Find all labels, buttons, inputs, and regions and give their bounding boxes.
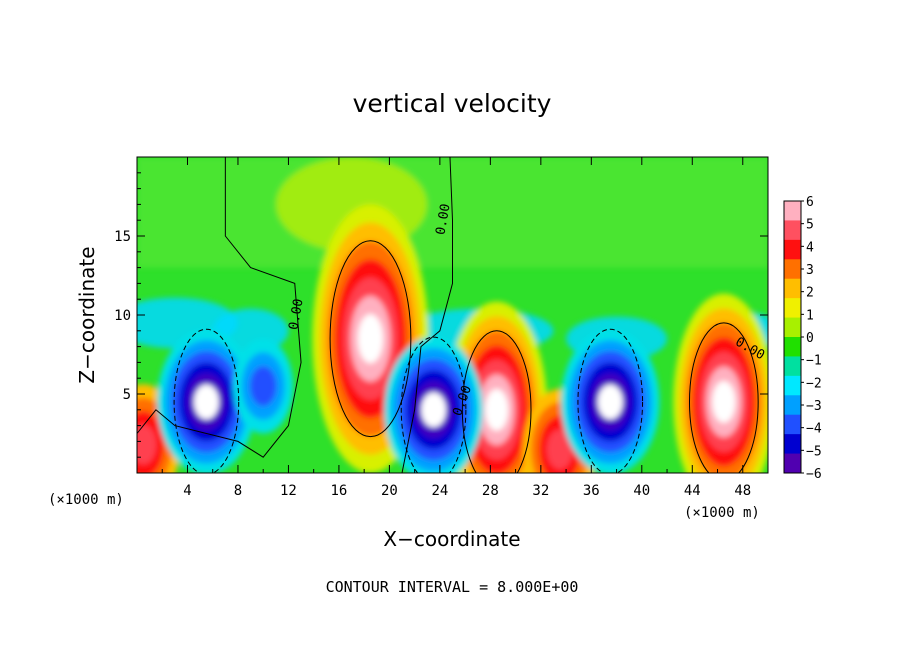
updraft-0-level-6: [357, 314, 384, 364]
colorbar-swatch-6: [784, 317, 801, 338]
colorbar-swatch-8: [784, 356, 801, 377]
x-axis-title: X−coordinate: [383, 527, 520, 551]
colorbar-label-5: 1: [806, 308, 814, 323]
plot-area: [137, 157, 768, 473]
colorbar-label-12: −6: [806, 467, 822, 482]
updraft-4-level-3: [137, 424, 157, 465]
colorbar-label-4: 2: [806, 286, 814, 301]
downdraft-0-level-5: [194, 384, 219, 420]
colorbar-swatch-12: [784, 434, 801, 455]
colorbar-swatch-3: [784, 259, 801, 280]
colorbar-label-10: −4: [806, 422, 822, 437]
contour-lines: [137, 157, 759, 473]
y-tick-label-0: 5: [123, 387, 131, 403]
updraft-1-level-6: [485, 388, 509, 431]
colorbar-swatch-13: [784, 453, 801, 474]
y-axis: 5 10 15: [114, 172, 768, 458]
x-tick-label-2: 12: [280, 483, 297, 499]
colorbar-label-0: 6: [806, 195, 814, 210]
colorbar-swatch-4: [784, 278, 801, 299]
x-axis: 4 8 12 16 20 24 28 32 36 40 44 48: [161, 157, 751, 499]
downdraft-2-level-5: [597, 384, 623, 420]
contour-7: [577, 328, 644, 473]
colorbar-swatch-11: [784, 414, 801, 435]
contour-1: [461, 330, 532, 473]
x-unit-right: (×1000 m): [684, 505, 760, 521]
colorbar-swatch-2: [784, 239, 801, 260]
colorbar-label-1: 5: [806, 218, 814, 233]
downdraft-1-level-5: [421, 392, 446, 428]
updraft-2-level-6: [712, 381, 736, 423]
colorbar: 6 5 4 3 2 1 0 −1 −2 −3 −4 −5 −6: [783, 195, 822, 482]
zero-contour-mid: [401, 157, 453, 473]
chart-title: vertical velocity: [353, 89, 552, 118]
y-tick-label-1: 10: [114, 308, 131, 324]
x-tick-label-8: 36: [583, 483, 600, 499]
contour-label-1: 0.00: [433, 203, 453, 236]
zero-contour-left: [137, 157, 302, 458]
x-tick-label-5: 24: [431, 483, 448, 499]
contour-label-0: 0.00: [286, 298, 306, 331]
colorbar-label-11: −5: [806, 444, 822, 459]
x-tick-label-6: 28: [482, 483, 499, 499]
x-tick-label-4: 20: [381, 483, 398, 499]
x-tick-label-7: 32: [532, 483, 549, 499]
y-axis-title: Z−coordinate: [75, 246, 99, 383]
colorbar-label-6: 0: [806, 331, 814, 346]
y-tick-label-2: 15: [114, 229, 131, 245]
colorbar-label-8: −2: [806, 376, 822, 391]
x-tick-label-9: 40: [633, 483, 650, 499]
colorbar-label-9: −3: [806, 399, 822, 414]
downdraft-3-level-2: [249, 366, 277, 407]
colorbar-swatch-0: [784, 201, 801, 221]
contour-2: [689, 322, 759, 473]
x-unit-left: (×1000 m): [48, 492, 124, 508]
contour-6: [400, 336, 467, 473]
contour-interval-note: CONTOUR INTERVAL = 8.000E+00: [326, 578, 579, 596]
colorbar-swatch-7: [784, 337, 801, 357]
colorbar-swatch-1: [784, 220, 801, 241]
x-tick-label-0: 4: [183, 483, 191, 499]
x-tick-label-10: 44: [684, 483, 701, 499]
contour-5: [173, 328, 240, 473]
x-tick-label-11: 48: [734, 483, 751, 499]
colorbar-label-2: 4: [806, 240, 814, 255]
colorbar-label-3: 3: [806, 263, 814, 278]
colorbar-swatch-5: [784, 298, 801, 319]
updraft-3-level-3: [546, 429, 573, 470]
x-tick-label-3: 16: [330, 483, 347, 499]
contour-0: [329, 240, 412, 438]
x-tick-label-1: 8: [234, 483, 242, 499]
colorbar-swatch-9: [784, 375, 801, 396]
colorbar-swatch-10: [784, 395, 801, 416]
colorbar-label-7: −1: [806, 354, 822, 369]
